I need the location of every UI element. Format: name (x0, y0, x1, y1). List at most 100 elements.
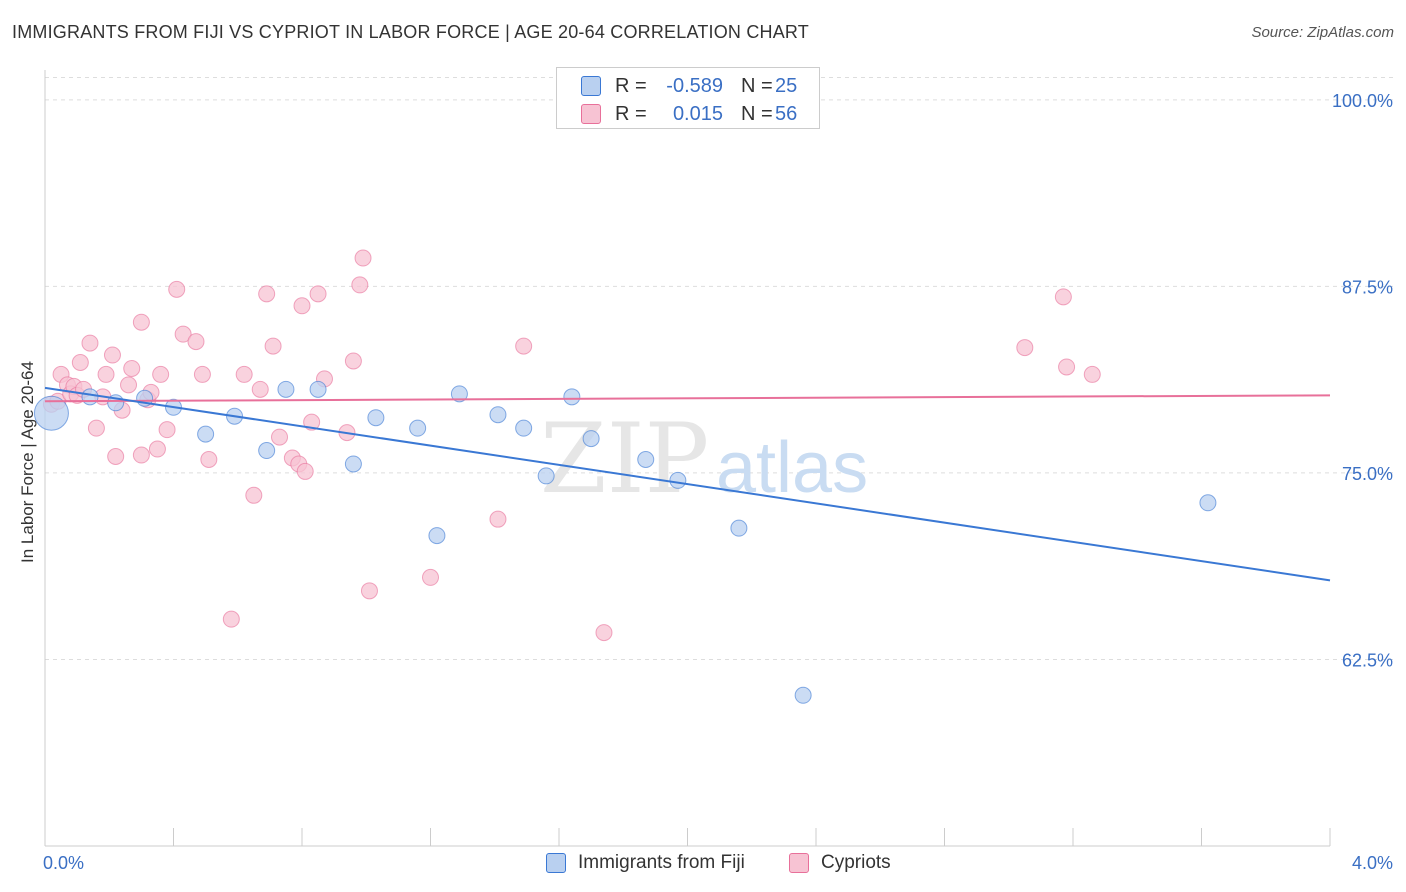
legend-label-fiji: Immigrants from Fiji (578, 852, 745, 873)
fiji-points (33, 380, 1217, 704)
fiji-point (81, 388, 99, 406)
n-value: 25 (775, 74, 798, 97)
y-tick-labels: 62.5% 75.0% 87.5% 100.0% (1332, 91, 1393, 671)
r-label: R = (615, 102, 647, 125)
cypriots-point (251, 380, 269, 398)
cypriots-point (309, 285, 327, 303)
fiji-swatch (581, 76, 601, 96)
n-value: 56 (775, 102, 798, 125)
legend-item-cypriots: Cypriots (789, 852, 891, 874)
fiji-point (309, 380, 327, 398)
cypriots-point (235, 365, 253, 383)
cypriots-swatch (581, 104, 601, 124)
fiji-point (563, 388, 581, 406)
correlation-legend: R = -0.589 N = 25 R = 0.015 N = 56 (556, 67, 820, 129)
x-tick-label: 4.0% (1352, 853, 1393, 873)
n-label: N = (741, 102, 773, 125)
cypriots-point (489, 510, 507, 528)
cypriots-point (87, 419, 105, 437)
y-tick-label: 100.0% (1332, 91, 1393, 111)
cypriots-point (174, 325, 192, 343)
cypriots-point (200, 450, 218, 468)
watermark-zip: ZIP (540, 403, 709, 515)
cypriots-point (271, 428, 289, 446)
cypriots-point (1083, 365, 1101, 383)
cypriots-point (293, 297, 311, 315)
y-tick-label: 75.0% (1342, 464, 1393, 484)
fiji-point (258, 442, 276, 460)
fiji-point (450, 385, 468, 403)
fiji-point (515, 419, 533, 437)
axes (44, 70, 1331, 847)
cypriots-point (344, 352, 362, 370)
cypriots-point (222, 610, 240, 628)
n-label: N = (741, 74, 773, 97)
fiji-point (344, 455, 362, 473)
fiji-point (428, 527, 446, 545)
cypriots-point (354, 249, 372, 267)
fiji-point (637, 450, 655, 468)
r-value: 0.015 (672, 102, 723, 125)
cypriots-point (148, 440, 166, 458)
cypriots-point (103, 346, 121, 364)
r-value: -0.589 (666, 74, 723, 97)
legend-row-fiji: R = -0.589 N = 25 (581, 73, 797, 99)
cypriots-point (107, 448, 125, 466)
cypriots-swatch (789, 853, 809, 873)
fiji-point (730, 519, 748, 537)
cypriots-point (258, 285, 276, 303)
cypriots-point (120, 376, 138, 394)
fiji-point (1199, 494, 1217, 512)
cypriots-point (351, 276, 369, 294)
chart-title: IMMIGRANTS FROM FIJI VS CYPRIOT IN LABOR… (12, 22, 809, 42)
cypriots-point (245, 486, 263, 504)
cypriots-point (193, 365, 211, 383)
cypriots-point (422, 568, 439, 586)
fiji-point (489, 406, 507, 424)
fiji-point (33, 395, 69, 431)
watermark: ZIP atlas (540, 403, 868, 515)
fiji-point (409, 419, 427, 437)
y-tick-label: 62.5% (1342, 650, 1393, 670)
cypriots-point (152, 365, 170, 383)
y-tick-label: 87.5% (1342, 277, 1393, 297)
series-legend: Immigrants from Fiji Cypriots (0, 852, 1406, 878)
cypriots-point (158, 421, 176, 439)
cypriots-point (296, 462, 314, 480)
source-credit: Source: ZipAtlas.com (1251, 24, 1394, 41)
legend-label-cypriots: Cypriots (821, 852, 891, 873)
cypriots-point (168, 280, 186, 298)
fiji-point (794, 686, 812, 704)
cypriots-point (132, 313, 150, 331)
cypriots-point (515, 337, 533, 355)
x-tick-label: 0.0% (43, 853, 84, 873)
cypriots-point (1058, 358, 1076, 376)
r-label: R = (615, 74, 647, 97)
cypriots-point (132, 446, 150, 464)
legend-item-fiji: Immigrants from Fiji (546, 852, 745, 874)
cypriots-point (97, 365, 115, 383)
cypriots-point (303, 413, 321, 431)
cypriots-point (360, 582, 378, 600)
watermark-atlas: atlas (716, 428, 868, 508)
cypriots-point (264, 337, 282, 355)
cypriots-point (595, 624, 613, 642)
cypriots-trend-line (44, 394, 1331, 403)
fiji-point (367, 409, 385, 427)
cypriots-point (1054, 288, 1072, 306)
cypriots-point (187, 333, 205, 351)
cypriots-point (81, 334, 99, 352)
fiji-point (669, 471, 687, 489)
trend-lines (44, 386, 1331, 582)
x-tick-labels: 0.0% 4.0% (43, 853, 1393, 873)
fiji-swatch (546, 853, 566, 873)
fiji-point (197, 425, 215, 443)
cypriots-point (71, 353, 89, 371)
fiji-point (277, 380, 295, 398)
cypriots-point (123, 359, 141, 377)
fiji-trend-line (44, 386, 1331, 582)
fiji-point (582, 430, 600, 448)
fiji-point (537, 467, 555, 485)
legend-row-cypriots: R = 0.015 N = 56 (581, 101, 797, 127)
